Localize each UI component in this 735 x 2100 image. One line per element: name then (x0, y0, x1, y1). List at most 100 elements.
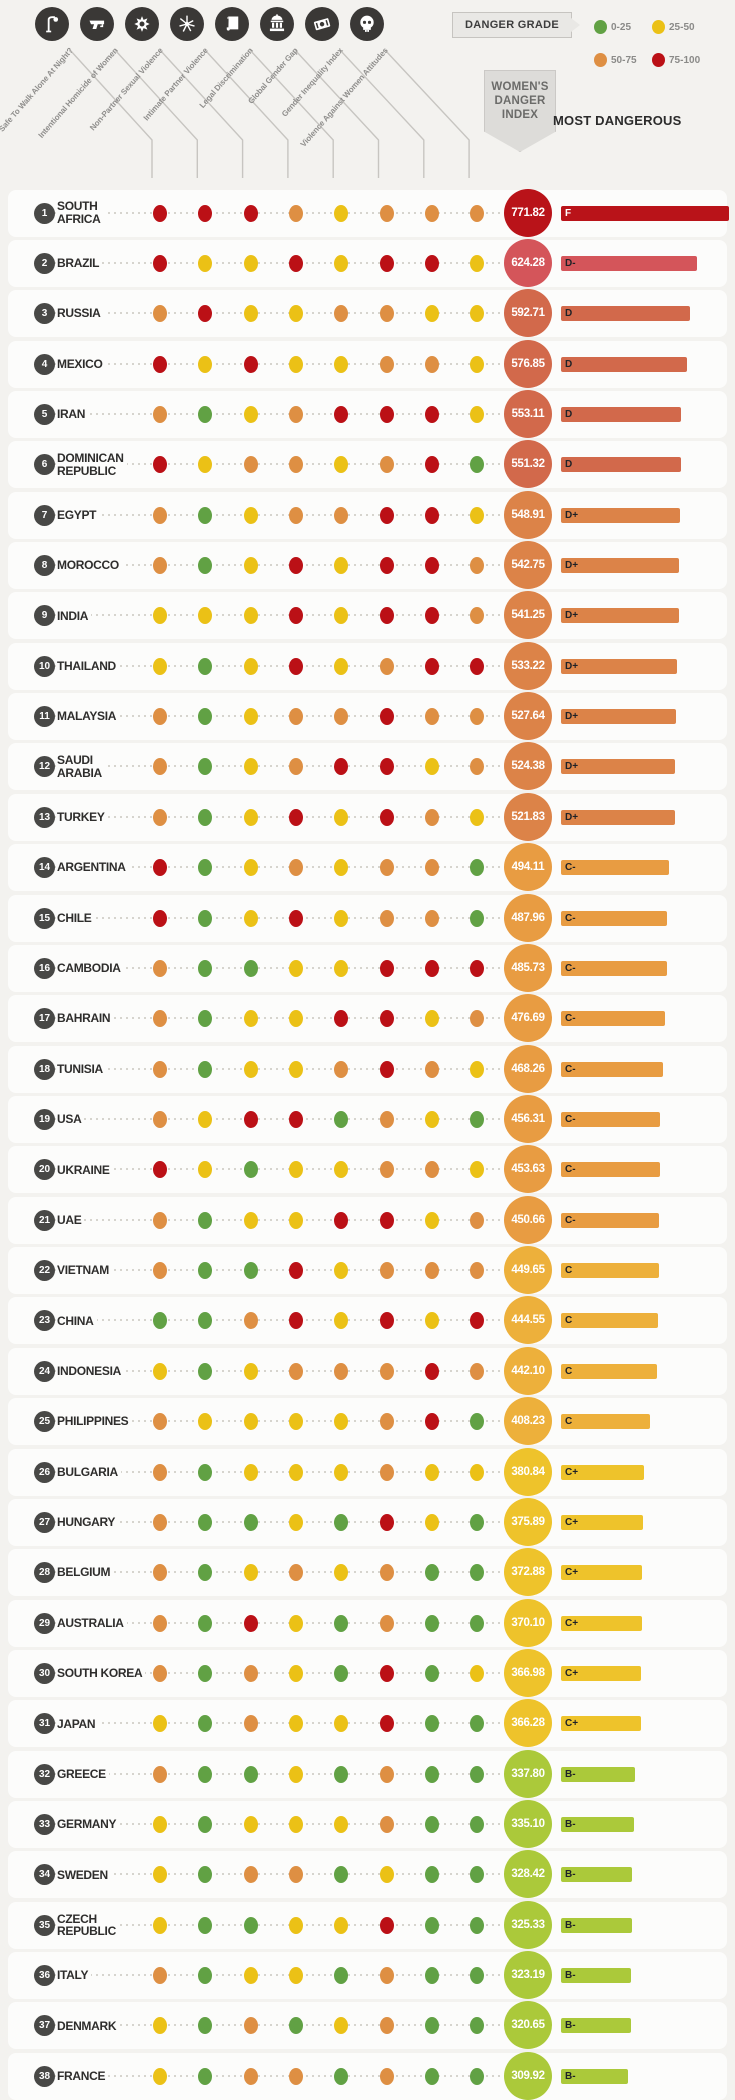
metric-dot-col8 (470, 758, 485, 776)
index-score-circle: 476.69 (504, 994, 552, 1043)
country-row: 7 Egypt 548.91 D+ (8, 490, 727, 539)
index-score-circle: 450.66 (504, 1195, 552, 1244)
metric-dot-col2 (198, 1262, 213, 1280)
metric-dot-col2 (198, 1967, 213, 1985)
grade-letter: C+ (565, 1617, 579, 1629)
rank-badge: 32 (34, 1763, 55, 1785)
metric-dot-col4 (288, 1413, 303, 1431)
metric-dot-col7 (424, 1362, 439, 1380)
grade-letter: C- (565, 912, 576, 924)
grade-bar: C (561, 1313, 658, 1329)
metric-dot-col5 (334, 1262, 349, 1280)
country-row: 35 Czech Republic 325.33 B- (8, 1900, 727, 1949)
metric-dot-col6 (379, 1513, 394, 1531)
metric-dot-col1 (153, 1564, 167, 1582)
grade-letter: D (565, 408, 573, 420)
country-name: Hungary (56, 1515, 119, 1530)
metric-dot-col6 (379, 808, 394, 826)
metric-dot-col1 (153, 657, 167, 675)
metric-dot-col2 (198, 959, 213, 977)
grade-letter: C+ (565, 1466, 579, 1478)
grade-letter: C (565, 1265, 573, 1277)
grade-bar: B- (561, 1766, 635, 1782)
metric-dot-col4 (288, 1816, 303, 1834)
metric-dot-col6 (379, 1211, 394, 1229)
country-row: 20 Ukraine 453.63 C- (8, 1145, 727, 1194)
metric-dot-col2 (198, 1312, 213, 1330)
grade-bar: D (561, 457, 681, 473)
dotted-leader-line (48, 1520, 510, 1523)
country-row: 3 Russia 592.71 D (8, 289, 727, 338)
country-row: 16 Cambodia 485.73 C- (8, 943, 727, 992)
dotted-leader-line (48, 312, 510, 315)
grade-letter: B- (565, 1819, 576, 1831)
rank-badge: 22 (34, 1260, 55, 1282)
grade-bar: D (561, 306, 690, 322)
metric-dot-col1 (153, 557, 167, 575)
index-score-circle: 408.23 (504, 1397, 552, 1446)
metric-dot-col7 (424, 808, 439, 826)
grade-bar: C- (561, 1162, 660, 1178)
dotted-leader-line (48, 664, 510, 667)
metric-dot-col7 (424, 204, 439, 222)
index-score-circle: 592.71 (504, 289, 552, 338)
grade-bar: C- (561, 910, 667, 926)
index-score-circle: 366.28 (504, 1699, 552, 1748)
grade-letter: C- (565, 1214, 576, 1226)
metric-dot-col7 (424, 1614, 439, 1632)
country-row: 18 Tunisia 468.26 C- (8, 1044, 727, 1093)
metric-dot-col7 (424, 1564, 439, 1582)
metric-dot-col2 (198, 758, 213, 776)
dotted-leader-line (48, 211, 510, 214)
metric-dot-col1 (153, 808, 167, 826)
metric-dot-col2 (198, 1866, 213, 1884)
metric-dot-col4 (288, 959, 303, 977)
legend-dot-yellow (652, 20, 665, 34)
legend-dot-orange (594, 53, 607, 67)
rank-badge: 8 (34, 555, 55, 577)
dotted-leader-line (48, 866, 510, 869)
grade-bar: D- (561, 255, 697, 271)
index-score-circle: 328.42 (504, 1850, 552, 1899)
metric-dot-col1 (153, 1413, 167, 1431)
metric-dot-col3 (243, 204, 258, 222)
grade-letter: C+ (565, 1718, 579, 1730)
danger-grade-legend-title: Danger Grade (452, 12, 580, 38)
country-row: 13 Turkey 521.83 D+ (8, 792, 727, 841)
metric-dot-col4 (288, 1262, 303, 1280)
legend-range-label: 25-50 (669, 21, 695, 33)
metric-dot-col7 (424, 959, 439, 977)
metric-dot-col3 (243, 758, 258, 776)
grade-letter: D (565, 358, 573, 370)
country-name: USA (56, 1112, 85, 1127)
dotted-leader-line (48, 715, 510, 718)
metric-dot-col6 (379, 1110, 394, 1128)
metric-dot-col6 (379, 1866, 394, 1884)
index-score-circle: 485.73 (504, 943, 552, 992)
metric-dot-col4 (288, 1564, 303, 1582)
country-name: Tunisia (56, 1061, 106, 1077)
grade-letter: D+ (565, 711, 579, 723)
metric-dot-col2 (198, 1161, 213, 1179)
metric-dot-col7 (424, 1110, 439, 1128)
dotted-leader-line (48, 1974, 510, 1977)
grade-bar: B- (561, 1867, 632, 1883)
country-row: 21 UAE 450.66 C- (8, 1195, 727, 1244)
metric-dot-col5 (334, 557, 349, 575)
country-name: Sweden (56, 1867, 111, 1883)
country-row: 32 Greece 337.80 B- (8, 1749, 727, 1798)
country-name: India (56, 608, 92, 624)
metric-dot-col6 (379, 204, 394, 222)
metric-dot-col4 (288, 1664, 303, 1682)
dotted-leader-line (48, 1671, 510, 1674)
rank-badge: 6 (34, 454, 55, 476)
index-score-circle: 320.65 (504, 2001, 552, 2050)
grade-letter: C+ (565, 1516, 579, 1528)
dotted-leader-line (48, 513, 510, 516)
metric-dot-col7 (424, 305, 439, 323)
metric-dot-col2 (198, 1463, 213, 1481)
country-row: 24 Indonesia 442.10 C (8, 1346, 727, 1395)
metric-dot-col8 (470, 1362, 485, 1380)
index-score-circle: 309.92 (504, 2051, 552, 2100)
metric-dot-col8 (470, 1161, 485, 1179)
